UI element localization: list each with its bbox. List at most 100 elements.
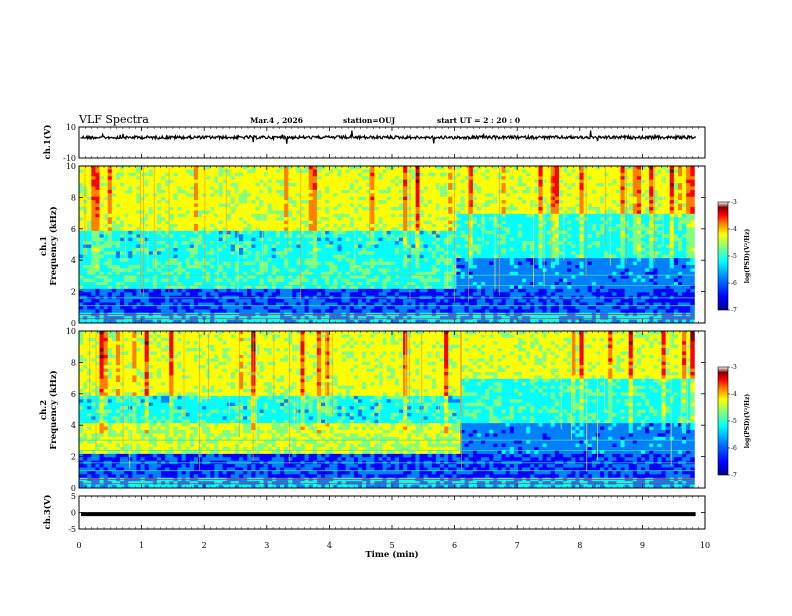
spectrogram-cell (280, 186, 285, 190)
spectrogram-cell (456, 234, 461, 238)
spectrogram-cell (141, 248, 146, 252)
spectrogram-cell (456, 197, 461, 201)
spectrogram-cell (571, 190, 576, 194)
spectrogram-cell (198, 197, 203, 201)
spectrogram-cell (579, 214, 584, 218)
spectrogram-cell (350, 241, 355, 245)
spectrogram-cell (186, 248, 191, 252)
spectrogram-cell (272, 234, 277, 238)
spectrogram-cell (198, 183, 203, 187)
spectrogram-cell (448, 214, 453, 218)
spectrogram-cell (678, 227, 683, 231)
spectrogram-cell (132, 221, 137, 225)
spectrogram-cell (407, 173, 412, 177)
spectrogram-cell (579, 183, 584, 187)
spectrogram-cell (190, 268, 195, 272)
spectrogram-cell (120, 193, 125, 197)
spectrogram-cell (567, 227, 572, 231)
spectrogram-cell (579, 176, 584, 180)
spectrogram-cell (309, 190, 314, 194)
spectrogram-cell (407, 275, 412, 279)
spectrogram-cell (301, 241, 306, 245)
spectrogram-cell (329, 241, 334, 245)
spectrogram-cell (629, 186, 634, 190)
spectrogram-cell (247, 180, 252, 184)
spectrogram-cell (313, 258, 318, 262)
spectrogram-cell (260, 193, 265, 197)
spectrogram-cell (321, 275, 326, 279)
spectrogram-cell (116, 207, 121, 211)
spectrogram-cell (534, 186, 539, 190)
spectrogram-cell (313, 197, 318, 201)
spectrogram-cell (317, 207, 322, 211)
spectrogram-cell (551, 265, 556, 269)
spectrogram-cell (690, 217, 695, 221)
spectrogram-cell (534, 210, 539, 214)
spectrogram-cell (173, 190, 178, 194)
spectrogram-cell (621, 217, 626, 221)
spectrogram-cell (362, 197, 367, 201)
spectrogram-cell (272, 166, 277, 170)
spectrogram-cell (104, 258, 109, 262)
spectrogram-cell (420, 197, 425, 201)
spectrogram-cell (120, 224, 125, 228)
spectrogram-cell (678, 214, 683, 218)
spectrogram-cell (198, 193, 203, 197)
spectrogram-cell (177, 190, 182, 194)
spectrogram-cell (387, 169, 392, 173)
spectrogram-cell (227, 231, 232, 235)
spectrogram-cell (621, 251, 626, 255)
spectrogram-cell (100, 262, 105, 266)
spectrogram-cell (321, 238, 326, 242)
spectrogram-cell (153, 248, 158, 252)
spectrogram-cell (264, 224, 269, 228)
spectrogram-cell (621, 197, 626, 201)
spectrogram-cell (612, 245, 617, 249)
spectrogram-cell (173, 210, 178, 214)
spectrogram-cell (132, 241, 137, 245)
spectrogram-cell (79, 204, 84, 208)
spectrogram-cell (428, 200, 433, 204)
spectrogram-cell (280, 180, 285, 184)
spectrogram-cell (104, 255, 109, 259)
spectrogram-cell (395, 248, 400, 252)
spectrogram-cell (456, 217, 461, 221)
spectrogram-cell (186, 180, 191, 184)
spectrogram-cell (625, 221, 630, 225)
spectrogram-cell (506, 176, 511, 180)
spectrogram-cell (210, 241, 215, 245)
spectrogram-cell (473, 245, 478, 249)
spectrogram-cell (588, 234, 593, 238)
spectrogram-cell (633, 217, 638, 221)
spectrogram-cell (461, 238, 466, 242)
spectrogram-cell (177, 197, 182, 201)
spectrogram-cell (674, 180, 679, 184)
spectrogram-cell (579, 275, 584, 279)
spectrogram-cell (506, 197, 511, 201)
spectrogram-cell (288, 193, 293, 197)
spectrogram-cell (218, 224, 223, 228)
spectrogram-cell (563, 262, 568, 266)
spectrogram-cell (674, 176, 679, 180)
spectrogram-cell (95, 255, 100, 259)
spectrogram-cell (210, 255, 215, 259)
spectrogram-cell (132, 251, 137, 255)
spectrogram-cell (674, 169, 679, 173)
spectrogram-cell (153, 207, 158, 211)
spectrogram-cell (567, 262, 572, 266)
spectrogram-cell (276, 204, 281, 208)
spectrogram-cell (674, 197, 679, 201)
spectrogram-cell (227, 241, 232, 245)
spectrogram-cell (153, 231, 158, 235)
spectrogram-cell (292, 251, 297, 255)
spectrogram-cell (149, 176, 154, 180)
spectrogram-cell (108, 251, 113, 255)
spectrogram-cell (210, 200, 215, 204)
spectrogram-cell (387, 210, 392, 214)
spectrogram-cell (530, 238, 535, 242)
spectrogram-cell (243, 180, 248, 184)
spectrogram-cell (87, 251, 92, 255)
spectrogram-cell (206, 241, 211, 245)
spectrogram-cell (190, 193, 195, 197)
spectrogram-cell (79, 210, 84, 214)
